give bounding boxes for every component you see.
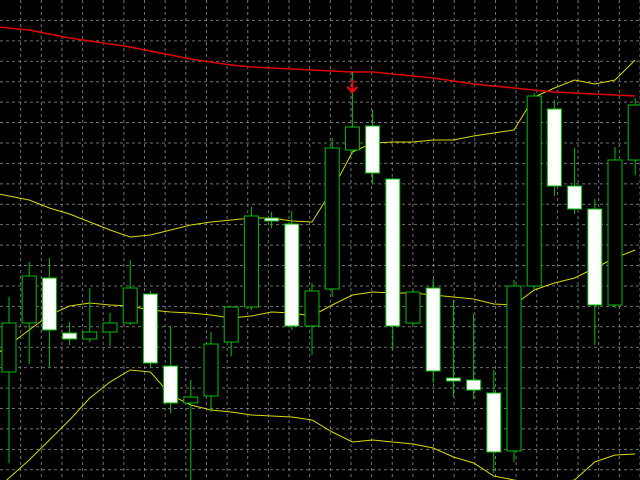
candle-body-bull bbox=[82, 331, 98, 340]
candle-body-bull bbox=[405, 291, 421, 324]
candle-body-bull bbox=[203, 343, 219, 397]
candle bbox=[445, 300, 461, 397]
candle bbox=[62, 322, 78, 345]
candle bbox=[567, 148, 583, 214]
candle-body-bear bbox=[264, 217, 280, 222]
candles bbox=[1, 72, 640, 480]
candle-body-bear bbox=[466, 379, 482, 391]
candle bbox=[41, 258, 57, 367]
candle bbox=[163, 326, 179, 413]
candle bbox=[183, 380, 199, 480]
candle bbox=[203, 332, 219, 412]
candle-body-bear bbox=[163, 365, 179, 404]
candle-body-bear bbox=[142, 293, 158, 364]
candle bbox=[506, 280, 522, 462]
candle bbox=[526, 93, 542, 290]
candle-body-bear bbox=[284, 223, 300, 327]
candle bbox=[21, 262, 37, 364]
candle-body-bull bbox=[21, 275, 37, 324]
candle bbox=[405, 290, 421, 326]
candle bbox=[122, 260, 138, 325]
candle bbox=[385, 178, 401, 350]
candle bbox=[142, 291, 158, 368]
candle bbox=[607, 147, 623, 308]
candle-body-bull bbox=[243, 215, 259, 308]
candle-body-bear bbox=[41, 277, 57, 331]
candle bbox=[264, 212, 280, 228]
candle bbox=[223, 306, 239, 356]
candle bbox=[486, 370, 502, 473]
candle-body-bull bbox=[122, 287, 138, 324]
candle bbox=[324, 138, 340, 297]
candle-body-bear bbox=[62, 332, 78, 340]
candle bbox=[587, 199, 603, 345]
candle-body-bull bbox=[344, 126, 360, 151]
candle-body-bull bbox=[223, 306, 239, 343]
candle bbox=[243, 207, 259, 310]
candle-body-bull bbox=[627, 104, 640, 161]
candle bbox=[304, 283, 320, 355]
candle-body-bull bbox=[1, 322, 17, 373]
candle-body-bear bbox=[385, 178, 401, 327]
candle bbox=[344, 72, 360, 154]
candle-body-bear bbox=[365, 125, 381, 174]
signals bbox=[346, 80, 359, 94]
candle-body-bull bbox=[183, 396, 199, 404]
candle bbox=[102, 313, 118, 346]
candle bbox=[82, 288, 98, 342]
candle-body-bear bbox=[425, 287, 441, 372]
candle bbox=[466, 314, 482, 399]
candle-body-bull bbox=[506, 285, 522, 452]
candle-body-bull bbox=[304, 290, 320, 327]
candle-body-bear bbox=[486, 392, 502, 453]
candle bbox=[425, 279, 441, 383]
candle-body-bull bbox=[102, 322, 118, 333]
candle bbox=[546, 100, 562, 196]
candle-body-bear bbox=[587, 208, 603, 306]
candle bbox=[1, 297, 17, 463]
candle-body-bear bbox=[567, 185, 583, 210]
candle bbox=[627, 98, 640, 175]
sell-signal-arrow-icon bbox=[346, 80, 359, 94]
moving-average-line bbox=[0, 26, 636, 97]
lower-band-line bbox=[6, 369, 636, 480]
candle bbox=[365, 110, 381, 184]
candle-body-bull bbox=[324, 147, 340, 290]
candle-body-bear bbox=[445, 377, 461, 382]
candle-body-bear bbox=[546, 108, 562, 187]
arrow-head bbox=[346, 86, 359, 94]
candle-body-bull bbox=[526, 95, 542, 287]
candle-body-bull bbox=[607, 159, 623, 306]
candle bbox=[284, 211, 300, 330]
